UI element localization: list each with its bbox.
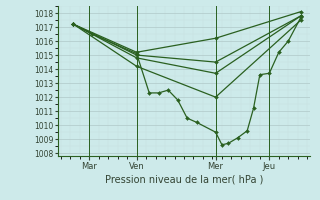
X-axis label: Pression niveau de la mer( hPa ): Pression niveau de la mer( hPa ) <box>105 175 263 185</box>
